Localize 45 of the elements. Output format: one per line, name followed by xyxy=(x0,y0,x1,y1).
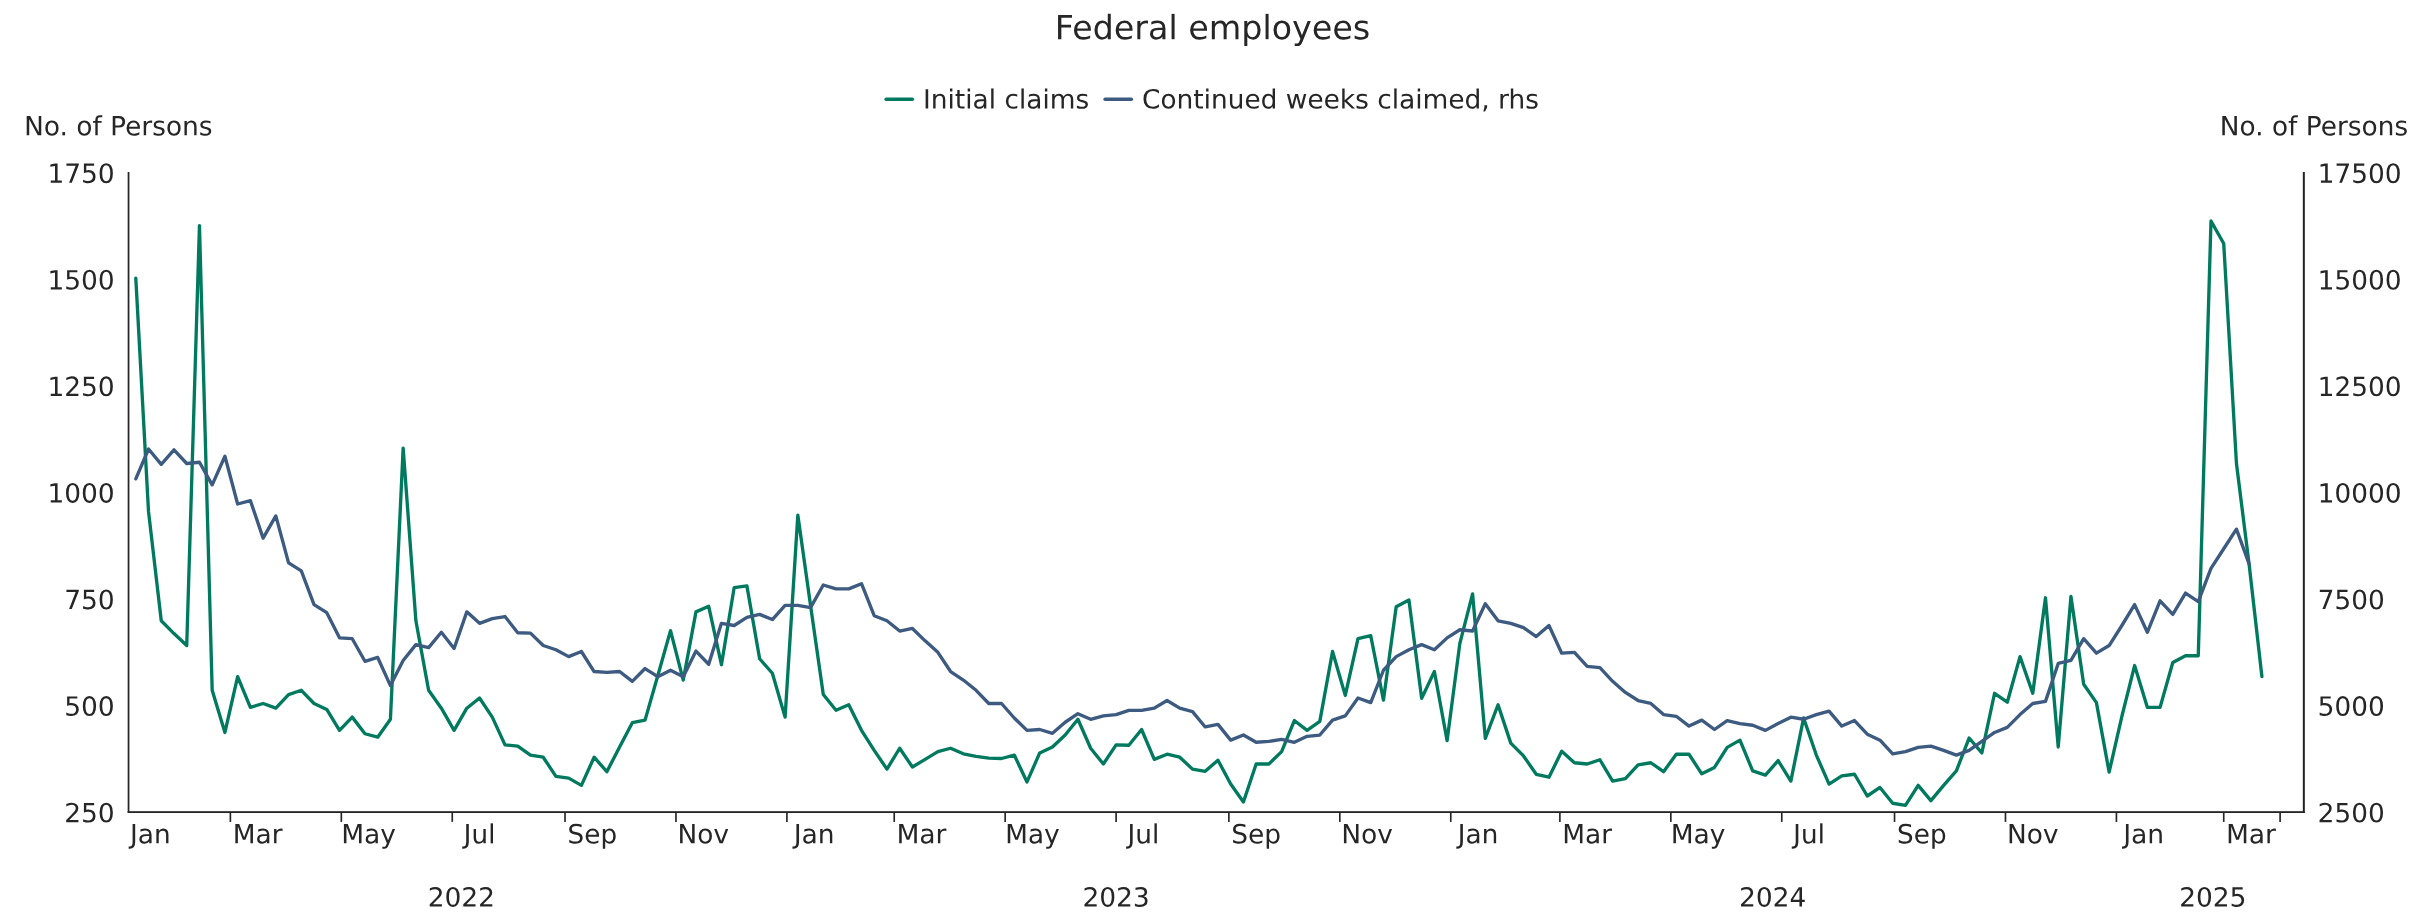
y2-tick-label: 5000 xyxy=(2319,696,2384,717)
y2-axis-title: No. of Persons xyxy=(2222,115,2407,136)
x-tick-label: Nov xyxy=(1343,824,1393,844)
x-tick-label: Jul xyxy=(1791,823,1823,849)
x2-tick-label: 2025 xyxy=(2181,886,2245,907)
y-tick-label: 500 xyxy=(66,696,113,717)
x-tick-label: Mar xyxy=(1564,824,1613,844)
legend-label: Continued weeks claimed, rhs xyxy=(1143,88,1538,112)
x-tick-label: Jan xyxy=(792,824,833,849)
y2-tick-label: 17500 xyxy=(2320,163,2400,184)
y-tick-label: 1750 xyxy=(50,163,113,184)
x-tick-label: Jul xyxy=(462,823,493,849)
x-tick-label: Nov xyxy=(680,824,729,844)
x-tick-label: May xyxy=(1007,824,1059,849)
y2-tick-label: 12500 xyxy=(2320,376,2400,397)
chart-title: Federal employees xyxy=(1058,13,1369,47)
x-tick-label: May xyxy=(1673,824,1725,849)
x-tick-label: Sep xyxy=(1233,823,1280,849)
y-tick-label: 1000 xyxy=(50,482,113,503)
x-tick-label: Jul xyxy=(1126,823,1157,849)
x-tick-label: May xyxy=(343,824,396,849)
x-tick-label: Jan xyxy=(128,824,169,849)
y-axis-title: No. of Persons xyxy=(26,115,212,136)
y-tick-label: 750 xyxy=(66,589,113,610)
x2-tick-label: 2022 xyxy=(429,886,493,907)
legend-label: Initial claims xyxy=(925,88,1088,109)
y2-tick-label: 7500 xyxy=(2319,589,2384,610)
y2-tick-label: 10000 xyxy=(2320,482,2400,503)
x-tick-label: Sep xyxy=(1898,823,1946,849)
x-tick-label: Sep xyxy=(569,823,616,849)
x-tick-label: Jan xyxy=(2122,824,2162,849)
y2-tick-label: 15000 xyxy=(2320,269,2400,290)
y2-tick-label: 2500 xyxy=(2319,802,2384,823)
line-series xyxy=(134,219,2264,808)
x-tick-label: Mar xyxy=(899,824,947,844)
y-tick-label: 1250 xyxy=(50,376,113,397)
y-tick-label: 250 xyxy=(66,802,113,823)
x2-tick-label: 2023 xyxy=(1084,886,1148,907)
x2-tick-label: 2024 xyxy=(1741,886,1805,907)
line-series xyxy=(134,447,2251,757)
x-tick-label: Nov xyxy=(2009,824,2058,844)
x-tick-label: Mar xyxy=(2228,824,2276,844)
x-tick-label: Mar xyxy=(235,824,283,844)
y-tick-label: 1500 xyxy=(50,269,113,290)
x-tick-label: Jan xyxy=(1456,824,1497,849)
